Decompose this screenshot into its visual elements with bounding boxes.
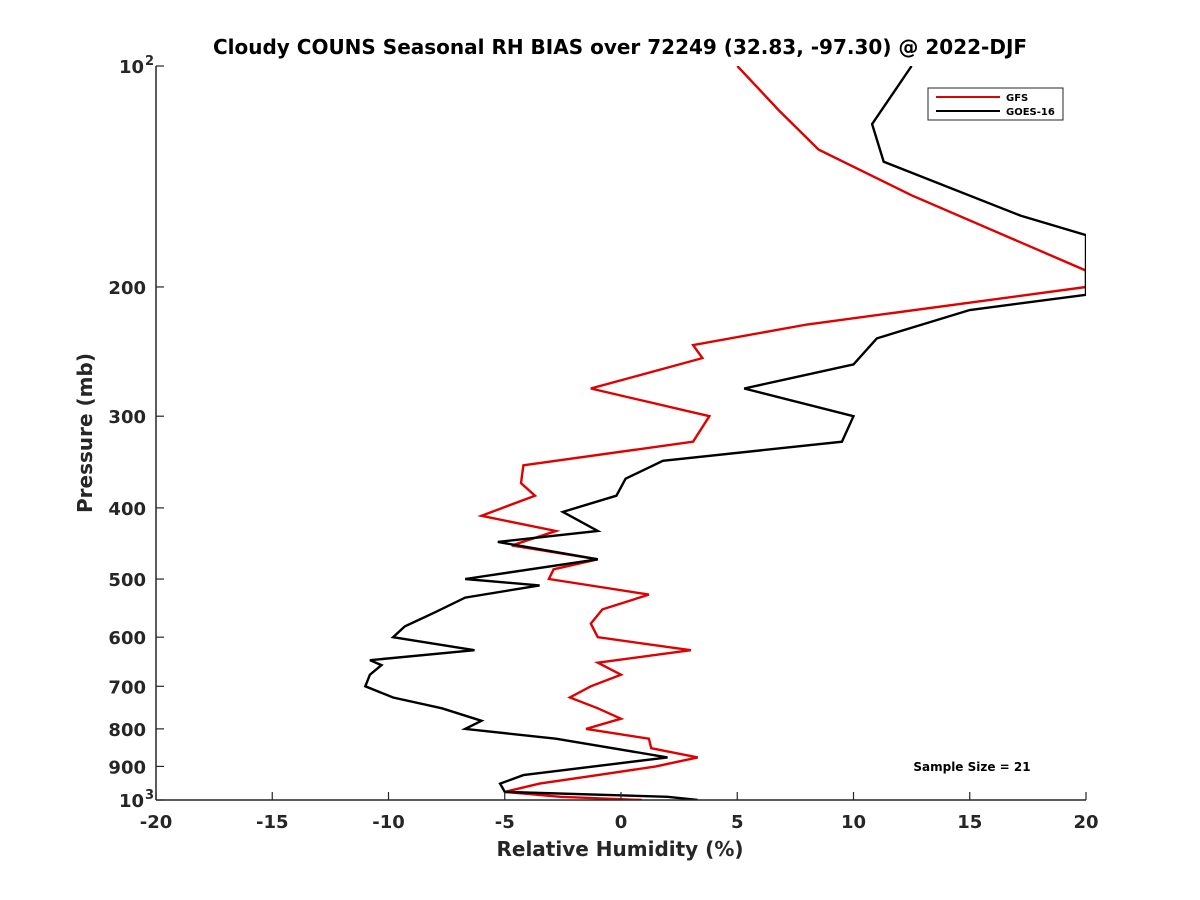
- x-tick-label: -10: [372, 812, 405, 833]
- legend: GFS GOES-16: [927, 87, 1064, 121]
- y-tick-label: 500: [108, 570, 146, 591]
- y-tick-label: 700: [108, 677, 146, 698]
- series-line-goes16: [363, 66, 1086, 800]
- legend-label-goes16: GOES-16: [1006, 107, 1055, 118]
- y-tick-label: 400: [108, 499, 146, 520]
- x-tick-label: 0: [615, 812, 628, 833]
- x-tick-label: -5: [495, 812, 515, 833]
- y-tick-exponent: 3: [145, 788, 154, 803]
- chart-title: Cloudy COUNS Seasonal RH BIAS over 72249…: [213, 35, 1027, 59]
- y-tick-label: 200: [108, 278, 146, 299]
- x-tick-label: -15: [256, 812, 289, 833]
- sample-size-annotation: Sample Size = 21: [913, 760, 1030, 774]
- y-tick-exponent: 2: [145, 54, 154, 69]
- y-tick-label: 300: [108, 407, 146, 428]
- x-tick-label: 15: [957, 812, 982, 833]
- y-tick-label: 600: [108, 628, 146, 649]
- legend-label-gfs: GFS: [1006, 93, 1028, 104]
- x-axis-label: Relative Humidity (%): [496, 837, 743, 861]
- y-tick-label: 10: [119, 791, 144, 812]
- y-tick-label: 900: [108, 757, 146, 778]
- x-tick-label: 20: [1073, 812, 1098, 833]
- x-tick-label: 5: [731, 812, 744, 833]
- legend-box: [927, 87, 1064, 121]
- x-tick-label: 10: [841, 812, 866, 833]
- series-layer: [363, 66, 1086, 800]
- x-tick-label: -20: [140, 812, 173, 833]
- y-tick-label: 10: [119, 57, 144, 78]
- y-tick-label: 800: [108, 720, 146, 741]
- y-axis-label: Pressure (mb): [73, 353, 97, 513]
- series-line-gfs: [477, 66, 1086, 800]
